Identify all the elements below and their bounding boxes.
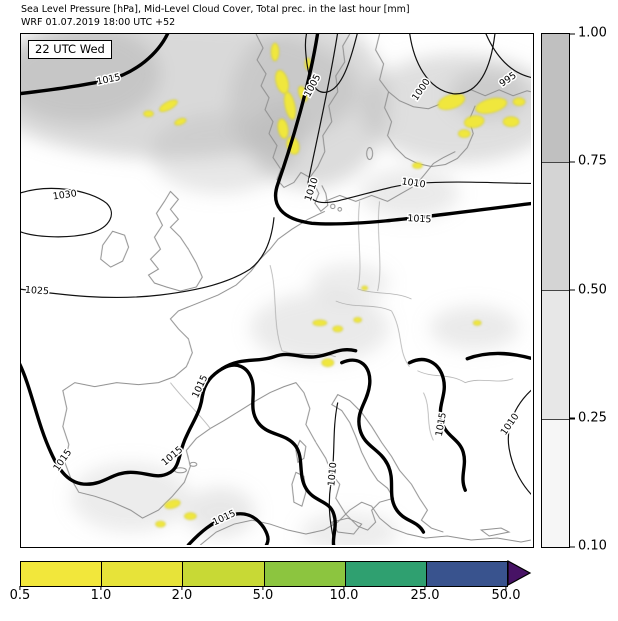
precip-colorbar-segment (263, 562, 345, 586)
precip-colorbar-tick-label: 25.0 (410, 588, 440, 603)
precip-colorbar-tickmark (343, 586, 345, 590)
cloud-colorbar-tick-label: 0.25 (569, 410, 607, 425)
precip-colorbar-tickmarks (19, 586, 507, 590)
cloud-colorbar-tick-label: 0.75 (569, 154, 607, 169)
precip-colorbar-tickmark (262, 586, 264, 590)
cloud-shading (21, 34, 531, 545)
isobar-label: 1010 (326, 462, 339, 487)
cloud-cover-colorbar (541, 33, 570, 548)
map-subtitle: WRF 01.07.2019 18:00 UTC +52 (21, 17, 176, 28)
cloud-colorbar-tick-label: 0.10 (569, 539, 607, 554)
precip-colorbar-tick-label: 2.0 (171, 588, 193, 603)
precip-colorbar-tick-label: 0.5 (9, 588, 31, 603)
isobar-label: 1025 (25, 285, 50, 298)
precipitation-areas (143, 42, 526, 528)
precip-colorbar-tick-label: 5.0 (252, 588, 274, 603)
precip-colorbar-tickmark (181, 586, 183, 590)
precip-colorbar-segment (21, 562, 102, 586)
precip-colorbar-tickmark (100, 586, 102, 590)
precip-colorbar-segment (101, 562, 183, 586)
precip-colorbar (20, 561, 508, 587)
precip-colorbar-tick-label: 50.0 (491, 588, 521, 603)
cloud-colorbar-segment (542, 34, 569, 162)
isobar-label: 1015 (407, 213, 432, 225)
isobar-label: 1015 (190, 373, 210, 399)
map-area: 22 UTC Wed (20, 33, 534, 548)
precip-colorbar-segment (425, 562, 508, 586)
cloud-colorbar-tick-label: 1.00 (569, 26, 607, 41)
isobar-label: 1030 (52, 188, 77, 202)
precip-colorbar-labels: 0.5 1.0 2.0 5.0 10.0 25.0 50.0 (10, 588, 521, 606)
map-title: Sea Level Pressure [hPa], Mid-Level Clou… (21, 4, 410, 15)
precip-colorbar-tickmark (505, 586, 507, 590)
isobar-label: 1010 (401, 176, 426, 190)
cloud-cover-colorbar-ticks: 1.00 0.75 0.50 0.25 0.10 (569, 26, 615, 554)
precip-colorbar-segment (182, 562, 264, 586)
cloud-colorbar-segment (542, 418, 569, 547)
isobars-thin (21, 34, 531, 545)
cloud-colorbar-tick-label: 0.50 (569, 282, 607, 297)
timestamp-label: 22 UTC Wed (28, 40, 112, 59)
precip-colorbar-tickmark (424, 586, 426, 590)
precip-colorbar-tick-label: 1.0 (90, 588, 112, 603)
cloud-colorbar-segment (542, 290, 569, 419)
cloud-colorbar-segment (542, 161, 569, 290)
precip-colorbar-arrow (507, 560, 532, 586)
precip-colorbar-segment (344, 562, 426, 586)
isobars-bold (21, 34, 531, 545)
precip-colorbar-tick-label: 10.0 (329, 588, 359, 603)
isobar-label: 1010 (499, 411, 522, 437)
country-borders (170, 201, 514, 441)
precip-colorbar-tickmark (19, 586, 21, 590)
